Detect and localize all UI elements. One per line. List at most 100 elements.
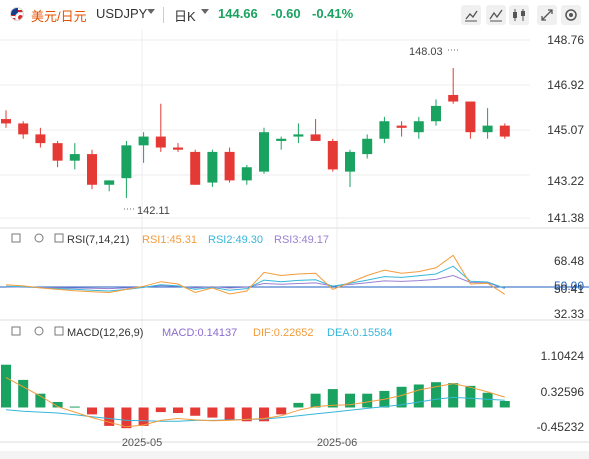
candle-body: [241, 167, 252, 181]
dif-value: DIF:0.22652: [253, 327, 314, 339]
candle-body: [396, 125, 407, 128]
price-axis-label: 148.76: [547, 33, 584, 47]
rsi2-line: [5, 265, 505, 292]
rsi2-value: RSI2:49.30: [208, 234, 263, 246]
candle-body: [18, 123, 29, 135]
candle-body: [259, 132, 269, 172]
macd-bar: [396, 386, 407, 408]
expand-icon[interactable]: [537, 5, 557, 25]
macd-bar: [138, 407, 149, 426]
divider: [163, 7, 164, 23]
draw-line-icon[interactable]: [461, 5, 481, 25]
rsi1-value: RSI1:45.31: [142, 234, 197, 246]
rsi-close-icon[interactable]: [54, 233, 64, 243]
usd-jpy-flag-icon: [10, 7, 24, 21]
rsi-axis-label: 50.00: [554, 279, 584, 293]
symbol-code[interactable]: USDJPY: [96, 6, 148, 21]
settings-icon[interactable]: [561, 5, 581, 25]
date-label: 2025-05: [122, 437, 162, 449]
macd-bar: [224, 407, 235, 421]
macd-settings-icon[interactable]: [34, 326, 44, 336]
rsi-lines: [5, 254, 506, 295]
macd-bar: [259, 407, 269, 422]
candle-body: [207, 151, 218, 183]
price-axis-label: 141.38: [547, 211, 584, 225]
macd-bar: [1, 364, 11, 408]
timeline-scrollbar[interactable]: [0, 451, 589, 459]
candle-body: [104, 180, 115, 185]
rsi-axis-label: 50.41: [554, 282, 584, 296]
candle-body: [362, 138, 373, 155]
symbol-dropdown-chevron-icon[interactable]: [147, 9, 155, 14]
macd-bar: [413, 384, 424, 408]
macd-bar: [207, 407, 218, 418]
low-annotation: 142.11: [137, 205, 170, 217]
candle-body: [345, 151, 355, 172]
dea-line: [5, 396, 505, 422]
candle-body: [482, 125, 493, 133]
macd-close-icon[interactable]: [54, 326, 64, 336]
candle-body: [293, 134, 304, 137]
price-change: -0.60: [271, 6, 301, 21]
macd-bar: [121, 407, 132, 429]
macd-bar: [327, 389, 338, 408]
candle-body: [69, 154, 80, 161]
macd-bar: [431, 382, 441, 408]
price-axis-label: 143.22: [547, 174, 584, 188]
candle-body: [465, 101, 476, 133]
macd-value: MACD:0.14137: [162, 327, 237, 339]
macd-visibility-icon[interactable]: [11, 326, 21, 336]
candle-body: [155, 136, 166, 148]
rsi-legend: RSI(7,14,21) RSI1:45.31 RSI2:49.30 RSI3:…: [11, 233, 329, 246]
candle-body: [121, 145, 132, 179]
macd-bar: [155, 407, 166, 413]
macd-axis-label: 0.32596: [541, 385, 585, 399]
high-annotation: 148.03: [409, 46, 443, 58]
rsi-axis-label: 32.33: [554, 307, 584, 321]
price-axis-label: 146.92: [547, 78, 584, 92]
macd-axis-label: 1.10424: [541, 349, 585, 363]
candle-series: [1, 68, 510, 198]
date-label: 2025-06: [317, 437, 357, 449]
rsi-visibility-icon[interactable]: [11, 233, 21, 243]
candle-body: [173, 147, 183, 150]
candle-body: [190, 151, 201, 185]
candle-body: [499, 125, 510, 137]
price-axis-label: 145.07: [547, 123, 584, 137]
period-dropdown-chevron-icon[interactable]: [201, 9, 209, 14]
symbol-name-cn[interactable]: 美元/日元: [31, 9, 87, 24]
macd-bar: [104, 407, 115, 426]
macd-bar: [173, 407, 183, 414]
candle-body: [379, 121, 390, 139]
macd-bar: [190, 407, 201, 416]
candle-body: [448, 94, 459, 102]
candle-body: [52, 143, 63, 161]
rsi-name: RSI(7,14,21): [67, 234, 129, 246]
macd-bar: [276, 407, 287, 415]
rsi1-line: [5, 254, 506, 295]
candle-body: [413, 121, 424, 133]
candle-body: [431, 105, 441, 122]
macd-bar: [448, 383, 459, 408]
candle-body: [138, 136, 149, 146]
chart-type-icon[interactable]: [509, 5, 529, 25]
dea-value: DEA:0.15584: [327, 327, 392, 339]
period-selector[interactable]: 日K: [174, 9, 196, 24]
indicator-icon[interactable]: [486, 5, 506, 25]
macd-axis-label: -0.45232: [537, 420, 585, 434]
dif-line: [5, 377, 505, 428]
macd-legend: MACD(12,26,9) MACD:0.14137 DIF:0.22652 D…: [11, 326, 392, 339]
candle-body: [310, 134, 321, 141]
macd-bar: [362, 393, 373, 408]
rsi3-line: [5, 274, 505, 290]
macd-bar: [310, 393, 321, 408]
macd-bar: [52, 401, 63, 408]
macd-name: MACD(12,26,9): [67, 327, 143, 339]
macd-histogram: [1, 364, 510, 429]
candle-body: [276, 138, 287, 141]
macd-bar: [87, 407, 97, 415]
last-price: 144.66: [218, 6, 258, 21]
rsi-settings-icon[interactable]: [34, 233, 44, 243]
candle-body: [35, 134, 46, 144]
